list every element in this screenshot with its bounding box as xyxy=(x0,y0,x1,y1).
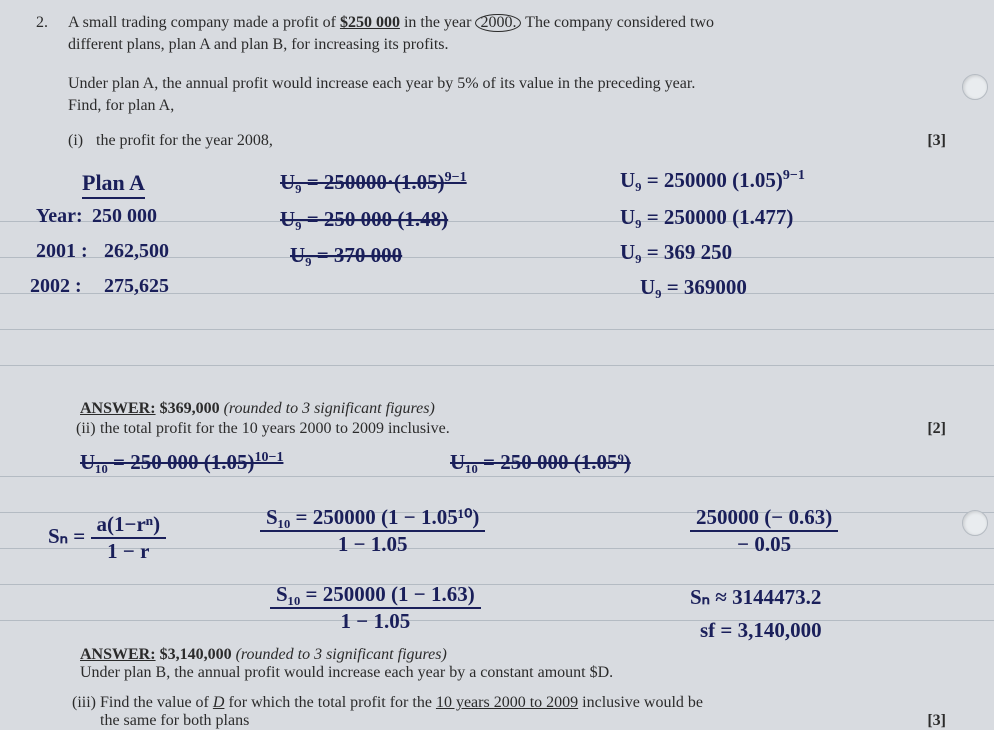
plan-a-text: Under plan A, the annual profit would in… xyxy=(68,75,695,92)
u10-struck: U₁₀ = 250 000 (1.05) xyxy=(80,450,254,474)
s10-line-1-num: S₁₀ = 250000 (1 − 1.05¹⁰) xyxy=(260,505,485,532)
stem-text: The company considered two xyxy=(521,14,714,31)
question-stem: A small trading company made a profit of… xyxy=(68,12,946,55)
y2000-value: 250 000 xyxy=(92,205,157,228)
answer-1-value: $369,000 xyxy=(160,400,220,417)
part-iii-underlined: 10 years 2000 to 2009 xyxy=(436,694,578,711)
s10-line-2-den: 1 − 1.05 xyxy=(334,609,416,634)
strike-line-3: U₉ = 370 000 xyxy=(290,243,402,268)
question-number: 2. xyxy=(36,12,48,34)
part-iii-label: (iii) xyxy=(72,694,96,712)
strike-line-2: U₉ = 250 000 (1.48) xyxy=(280,207,448,232)
part-iii: (iii) Find the value of D for which the … xyxy=(100,694,946,730)
part-i-text: the profit for the year 2008, xyxy=(96,132,273,149)
part-ii-marks: [2] xyxy=(927,420,946,438)
part-i-marks: [3] xyxy=(927,130,946,152)
strike-line-1: U₉ = 250000·(1.05) xyxy=(280,170,445,194)
y2001-label: 2001 : xyxy=(36,240,88,263)
u9-line-3: U₉ = 369 250 xyxy=(620,240,732,265)
answer-2-note: (rounded to 3 significant figures) xyxy=(236,646,447,663)
strike-exp: 9−1 xyxy=(445,170,467,185)
sn-formula-den: 1 − r xyxy=(101,539,155,564)
part-ii: (ii) the total profit for the 10 years 2… xyxy=(100,420,946,438)
sn-label: Sₙ = xyxy=(48,524,85,548)
answer-2: ANSWER: $3,140,000 (rounded to 3 signifi… xyxy=(80,646,447,664)
sn-result: Sₙ ≈ 3144473.2 xyxy=(690,585,821,610)
part-iii-text-a: Find the value of xyxy=(100,694,213,711)
year-label: Year: xyxy=(36,205,83,228)
s10-line-2-num: S₁₀ = 250000 (1 − 1.63) xyxy=(270,582,481,609)
part-iii-d: D xyxy=(213,694,225,711)
answer-2-label: ANSWER: xyxy=(80,646,156,663)
u10-struck-2: U₁₀ = 250 000 (1.05⁹) xyxy=(450,450,631,475)
part-i-label: (i) xyxy=(68,130,83,152)
answer-1-label: ANSWER: xyxy=(80,400,156,417)
u10-exp: 10−1 xyxy=(254,450,283,465)
s10-line-1-den: 1 − 1.05 xyxy=(332,532,414,557)
part-iii-text-c: inclusive would be xyxy=(578,694,703,711)
part-iii-text-b: for which the total profit for the xyxy=(224,694,436,711)
y2001-value: 262,500 xyxy=(104,240,169,263)
y2002-label: 2002 : xyxy=(30,275,82,298)
calc-right-num: 250000 (− 0.63) xyxy=(690,505,838,532)
u9-line-2: U₉ = 250000 (1.477) xyxy=(620,205,793,230)
part-i: (i) the profit for the year 2008, [3] xyxy=(68,130,946,152)
answer-1: ANSWER: $369,000 (rounded to 3 significa… xyxy=(80,400,435,418)
plan-a-intro: Under plan A, the annual profit would in… xyxy=(68,73,946,116)
plan-b-intro: Under plan B, the annual profit would in… xyxy=(80,664,613,682)
plan-a-heading: Plan A xyxy=(82,170,145,199)
stem-text: A small trading company made a profit of xyxy=(68,14,340,31)
u9-exp: 9−1 xyxy=(783,168,805,183)
profit-amount: $250 000 xyxy=(340,14,400,31)
punch-hole xyxy=(962,74,988,100)
plan-a-text: Find, for plan A, xyxy=(68,97,174,114)
part-iii-marks: [3] xyxy=(927,712,946,730)
sf-result: sf = 3,140,000 xyxy=(700,618,822,643)
u9-line-1: U₉ = 250000 (1.05) xyxy=(620,168,783,192)
answer-2-value: $3,140,000 xyxy=(160,646,232,663)
answer-1-note: (rounded to 3 significant figures) xyxy=(224,400,435,417)
part-ii-label: (ii) xyxy=(76,420,96,438)
sn-formula-num: a(1−rⁿ) xyxy=(91,512,167,539)
part-ii-text: the total profit for the 10 years 2000 t… xyxy=(100,420,450,437)
stem-text: in the year xyxy=(400,14,476,31)
part-iii-line-2: the same for both plans xyxy=(100,712,249,729)
year-circled: 2000. xyxy=(475,14,521,32)
y2002-value: 275,625 xyxy=(104,275,169,298)
punch-hole xyxy=(962,510,988,536)
u9-line-4: U₉ = 369000 xyxy=(640,275,747,300)
calc-right-den: − 0.05 xyxy=(731,532,797,557)
stem-text: different plans, plan A and plan B, for … xyxy=(68,36,449,53)
